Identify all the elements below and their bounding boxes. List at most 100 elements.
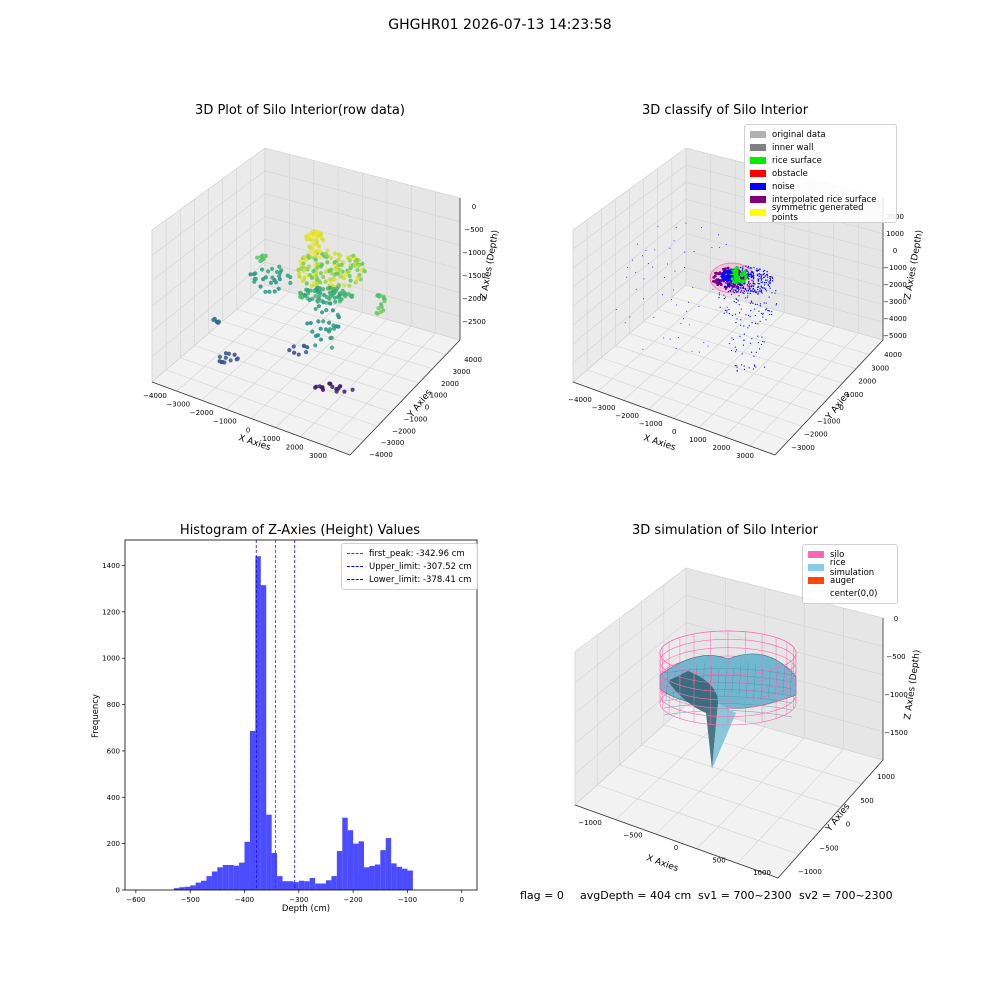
histogram-bar (206, 876, 212, 890)
classified-point (739, 284, 742, 286)
classified-point (728, 309, 730, 311)
classified-point (769, 287, 771, 289)
raw-y-tick-label: −1000 (404, 415, 428, 423)
simulation-legend: silo rice simulation auger center(0,0) (802, 544, 898, 604)
raw-data-point (355, 268, 360, 273)
histogram-ytick-label: 0 (116, 887, 120, 895)
classified-point (762, 313, 764, 315)
classify-y-tick-label: 0 (839, 404, 843, 412)
histogram-xtick-label: −600 (126, 896, 145, 904)
classified-point (692, 286, 694, 288)
raw-data-point (303, 349, 309, 355)
classified-point (749, 302, 752, 304)
classified-point (740, 364, 743, 366)
classified-point (737, 300, 739, 302)
classified-point (674, 270, 676, 272)
classified-point (753, 274, 755, 276)
classified-point (759, 277, 761, 279)
classified-point (735, 266, 739, 270)
raw-data-point (327, 277, 333, 282)
classified-point (747, 327, 749, 329)
classified-point (758, 273, 761, 275)
classified-point (729, 290, 731, 292)
classified-point (748, 281, 750, 283)
classified-point (728, 343, 731, 345)
classified-point (759, 288, 761, 290)
classify-legend-label: inner wall (772, 142, 814, 153)
classified-point (769, 278, 772, 280)
classified-point (734, 287, 736, 289)
classified-point (740, 266, 742, 269)
classified-point (757, 335, 759, 337)
raw-data-point (319, 310, 325, 315)
classified-point (675, 347, 677, 349)
raw-data-point (222, 360, 227, 365)
classified-point (733, 292, 735, 294)
simulation-z-tick-label: −1000 (884, 691, 908, 699)
raw-x-tick-label: −1000 (213, 418, 237, 426)
classified-point (767, 283, 769, 285)
classify-y-tick-label: −3000 (791, 444, 815, 452)
classified-point (732, 338, 734, 341)
classified-point (768, 281, 770, 283)
classified-point (727, 278, 731, 282)
raw-data-point (348, 266, 353, 271)
raw-data-point (375, 293, 380, 298)
classified-point (726, 307, 728, 309)
classified-point (760, 279, 763, 281)
classified-point (718, 292, 720, 294)
classify-legend-entry: inner wall (750, 141, 891, 154)
classified-point (643, 278, 645, 280)
classified-point (769, 276, 772, 278)
simulation-x-tick-label: 1000 (753, 869, 771, 877)
raw-data-point (354, 279, 359, 284)
raw-data-point (266, 269, 271, 274)
raw-data-point (318, 271, 324, 276)
classified-point (742, 287, 744, 289)
classified-point (771, 311, 773, 313)
raw-data-point (341, 276, 347, 281)
raw-data-point (329, 335, 334, 340)
raw-data-point (305, 321, 310, 326)
simulation-y-tick-label: 500 (860, 797, 873, 805)
classified-point (749, 282, 751, 285)
simulation-3d-axes (574, 567, 884, 879)
classified-point (724, 285, 726, 288)
histogram-bar (266, 814, 272, 890)
classified-point (768, 285, 771, 288)
status-sv1: sv1 = 700~2300 (698, 889, 792, 902)
raw-data-point (288, 280, 293, 286)
raw-data-point (316, 319, 321, 324)
simulation-legend-swatch (808, 590, 824, 597)
classified-point (760, 312, 762, 314)
classified-point (750, 274, 753, 276)
classified-point (703, 342, 705, 344)
classified-point (734, 346, 736, 348)
raw-data-point (323, 251, 328, 257)
classified-point (760, 290, 763, 292)
classified-point (761, 278, 763, 280)
classified-point (760, 285, 762, 287)
raw-data-point (335, 295, 340, 300)
classified-point (745, 265, 747, 267)
classified-point (763, 272, 765, 275)
classified-point (771, 313, 773, 316)
classify-y-tick-label: −1000 (817, 417, 841, 425)
simulation-legend-swatch (808, 564, 824, 571)
classified-point (748, 325, 750, 327)
classify-z-tick-label: −5000 (883, 332, 907, 340)
simulation-plot-title: 3D simulation of Silo Interior (632, 523, 818, 538)
histogram-bar (380, 850, 386, 890)
classified-point (747, 292, 749, 294)
raw-data-point (253, 271, 258, 276)
classify-legend-label: obstacle (772, 168, 808, 179)
classify-legend-entry: interpolated rice surface (750, 193, 891, 206)
classified-point (761, 274, 763, 276)
classified-point (748, 282, 750, 284)
classify-x-tick-label: −4000 (568, 396, 592, 404)
classified-point (747, 278, 750, 280)
classified-point (747, 266, 749, 269)
classify-x-tick-label: 0 (672, 428, 676, 436)
histogram-bar (249, 730, 256, 890)
histogram-bar (255, 556, 261, 890)
